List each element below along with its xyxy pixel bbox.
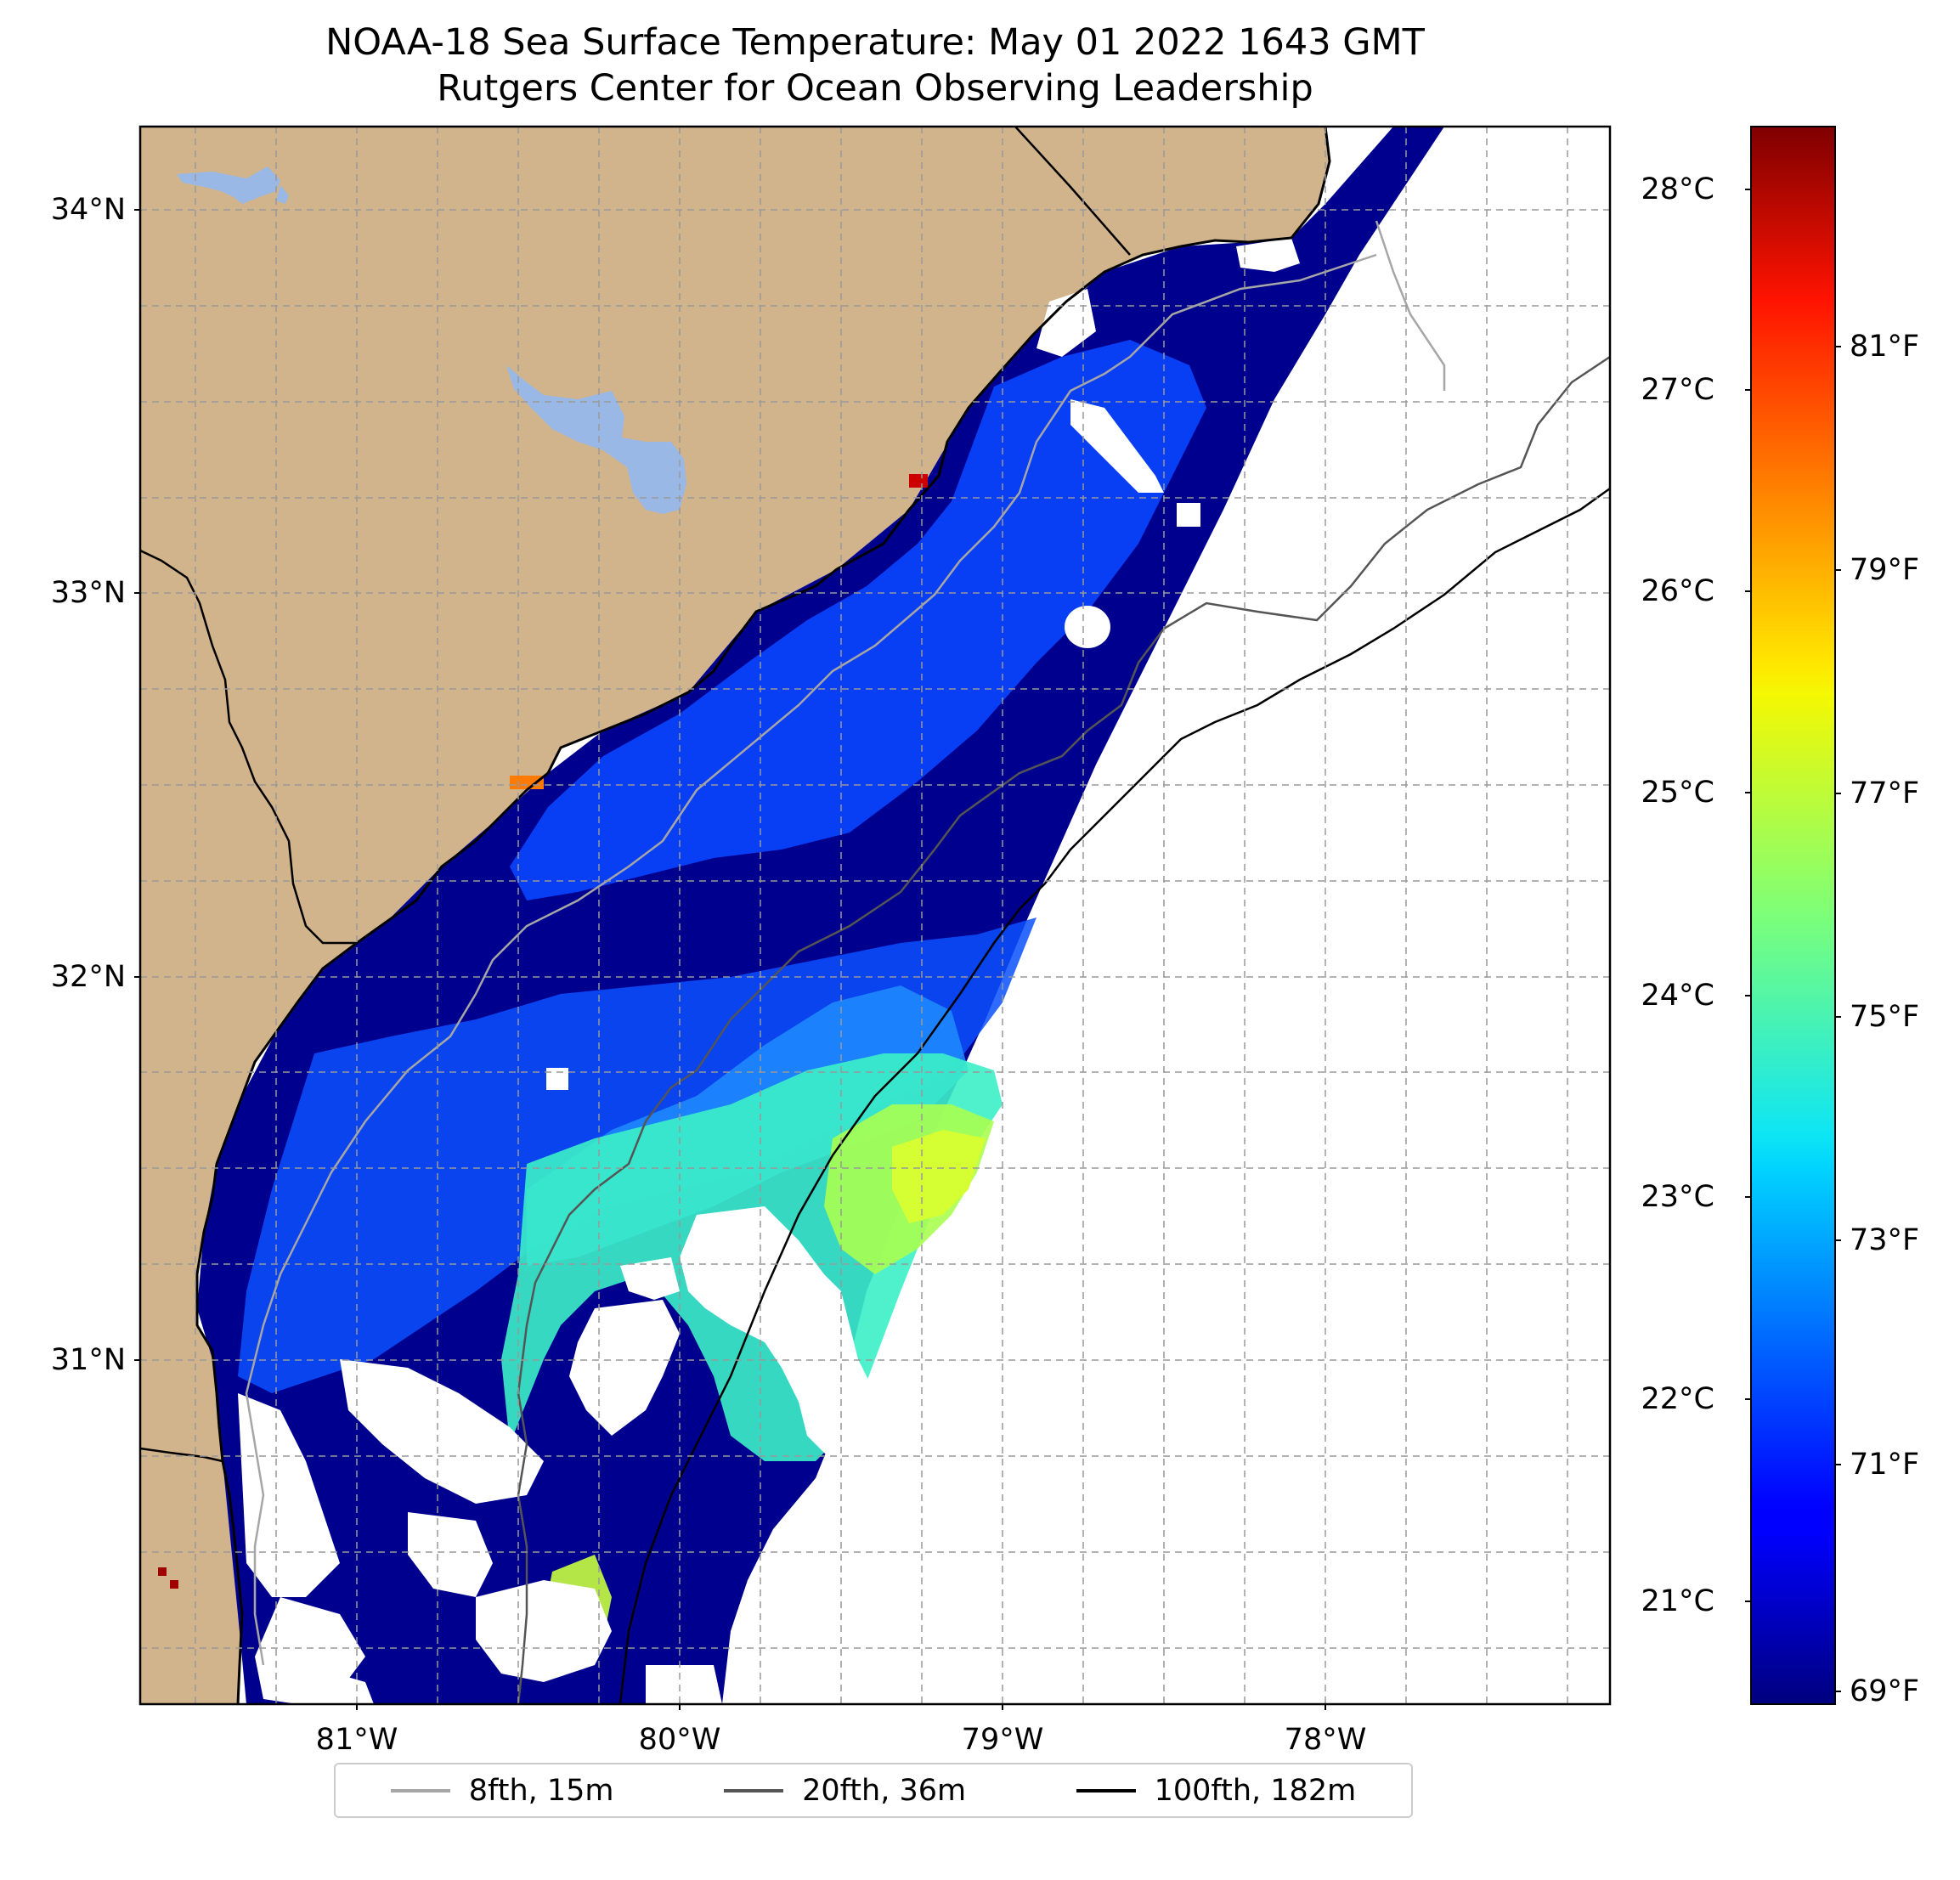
colorbar-celsius-label: 25°C: [1641, 776, 1714, 810]
lat-tick-label: 31°N: [50, 1343, 126, 1377]
coastline: [195, 127, 1331, 1704]
lon-tick-label: 80°W: [638, 1723, 721, 1757]
warm-pixels: [158, 1567, 167, 1576]
isobath-legend: 8fth, 15m 20fth, 36m 100fth, 182m: [334, 1763, 1413, 1818]
colorbar: [1750, 126, 1836, 1705]
colorbar-fahrenheit-label: 71°F: [1850, 1448, 1920, 1482]
lon-tick-label: 79°W: [961, 1723, 1044, 1757]
isobath-20fth: [517, 355, 1610, 1704]
warm-pixels: [510, 776, 544, 789]
warm-pixels: [170, 1580, 178, 1589]
map-title: NOAA-18 Sea Surface Temperature: May 01 …: [325, 21, 1425, 64]
legend-swatch: [390, 1788, 450, 1792]
isobath-8fth: [245, 220, 1446, 1666]
lat-tick-label: 32°N: [50, 960, 126, 994]
legend-swatch: [1076, 1788, 1136, 1792]
colorbar-ticks: [1745, 189, 1841, 1692]
legend-label: 100fth, 182m: [1154, 1773, 1357, 1808]
colorbar-fahrenheit-label: 81°F: [1850, 330, 1920, 364]
map-subtitle: Rutgers Center for Ocean Observing Leade…: [437, 67, 1313, 110]
colorbar-fahrenheit-label: 75°F: [1850, 1000, 1920, 1034]
lon-tick-label: 78°W: [1284, 1723, 1367, 1757]
colorbar-celsius-label: 27°C: [1641, 373, 1714, 407]
colorbar-celsius-label: 26°C: [1641, 574, 1714, 608]
cloud-gaps: [238, 238, 1300, 1704]
map-frame: [138, 125, 1612, 1706]
legend-item-100fth: 100fth, 182m: [1076, 1773, 1357, 1808]
colorbar-celsius-label: 21°C: [1641, 1584, 1714, 1618]
sst-swath: [892, 1130, 986, 1223]
colorbar-fahrenheit-label: 79°F: [1850, 553, 1920, 587]
colorbar-celsius-label: 22°C: [1641, 1382, 1714, 1416]
lat-tick-label: 34°N: [50, 193, 126, 227]
legend-label: 8fth, 15m: [468, 1773, 614, 1808]
isobath-100fth: [619, 487, 1610, 1704]
colorbar-celsius-label: 24°C: [1641, 979, 1714, 1013]
colorbar-celsius-label: 23°C: [1641, 1180, 1714, 1214]
lat-tick-label: 33°N: [50, 576, 126, 610]
sst-swath: [510, 340, 1206, 900]
legend-item-8fth: 8fth, 15m: [390, 1773, 614, 1808]
legend-swatch: [724, 1788, 784, 1792]
lake: [177, 167, 289, 204]
colorbar-fahrenheit-label: 73°F: [1850, 1223, 1920, 1257]
gridlines: [140, 127, 1610, 1704]
axis-ticks: [134, 209, 1326, 1710]
colorbar-fahrenheit-label: 77°F: [1850, 776, 1920, 810]
lon-tick-label: 81°W: [315, 1723, 398, 1757]
state-border: [140, 127, 1131, 1463]
colorbar-celsius-label: 28°C: [1641, 172, 1714, 206]
warm-pixels: [909, 474, 928, 488]
legend-item-20fth: 20fth, 36m: [724, 1774, 966, 1808]
colorbar-fahrenheit-label: 69°F: [1850, 1674, 1920, 1708]
legend-label: 20fth, 36m: [802, 1773, 967, 1808]
